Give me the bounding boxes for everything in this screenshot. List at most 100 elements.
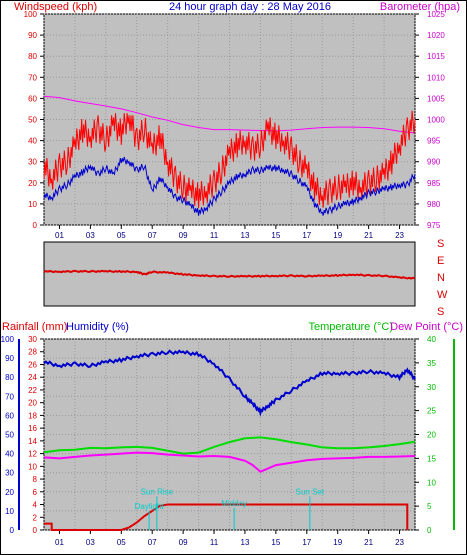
- barometer-y-tick-label: 985: [427, 179, 441, 188]
- direction-label-e: E: [437, 255, 444, 267]
- barometer-y-tick-label: 1015: [427, 52, 445, 61]
- barometer-y-tick-label: 1005: [427, 94, 445, 103]
- barometer-y-tick-label: 1000: [427, 116, 445, 125]
- direction-plot-area: [43, 241, 416, 307]
- wind-y-tick-label: 70: [28, 73, 37, 82]
- humidity-y-tick-label: 0: [10, 526, 15, 535]
- wind-y-tick-label: 60: [28, 94, 37, 103]
- climate-x-tick-label: 19: [333, 538, 342, 547]
- rain-y-tick-label: 18: [28, 411, 37, 420]
- barometer-y-tick-label: 990: [427, 158, 441, 167]
- humidity-y-tick-label: 100: [1, 335, 15, 344]
- rain-y-tick-label: 12: [28, 450, 37, 459]
- wind-x-tick-label: 07: [148, 231, 157, 240]
- wind-x-tick-label: 21: [364, 231, 373, 240]
- direction-label-s-top: S: [437, 238, 444, 250]
- wind-y-tick-label: 10: [28, 200, 37, 209]
- temp-y-tick-label: 5: [427, 502, 432, 511]
- barometer-y-tick-label: 975: [427, 221, 441, 230]
- climate-x-tick-label: 01: [55, 538, 64, 547]
- rainfall-line: [44, 503, 409, 531]
- rain-y-tick-label: 6: [33, 488, 38, 497]
- wind-gust-line: [43, 110, 416, 209]
- climate-x-tick-label: 05: [117, 538, 126, 547]
- wind-x-tick-label: 19: [333, 231, 342, 240]
- wind-x-tick-label: 01: [55, 231, 64, 240]
- wind-axis-title: Windspeed (kph): [14, 1, 97, 13]
- climate-x-tick-label: 21: [364, 538, 373, 547]
- wind-y-tick-label: 50: [28, 116, 37, 125]
- rain-y-tick-label: 8: [33, 475, 38, 484]
- humidity-line: [43, 349, 416, 417]
- climate-x-tick-label: 11: [210, 538, 219, 547]
- wind-x-tick-label: 09: [179, 231, 188, 240]
- temp-y-tick-label: 30: [427, 383, 436, 392]
- direction-label-n: N: [437, 272, 445, 284]
- wind-y-tick-label: 100: [24, 10, 38, 19]
- temperature-line: [43, 436, 416, 455]
- rain-y-tick-label: 16: [28, 424, 37, 433]
- humidity-y-tick-label: 90: [5, 354, 14, 363]
- temp-y-tick-label: 40: [427, 335, 436, 344]
- wind-x-tick-label: 17: [302, 231, 311, 240]
- dewpoint-axis-title: Dew Point (°C): [390, 321, 463, 333]
- dewpoint-line: [43, 451, 416, 473]
- wind-y-tick-label: 90: [28, 31, 37, 40]
- wind-x-tick-label: 23: [395, 231, 404, 240]
- humidity-y-tick-label: 80: [5, 373, 14, 382]
- sunset-marker-label: Sun Set: [296, 487, 325, 496]
- rain-y-tick-label: 10: [28, 462, 37, 471]
- wind-x-tick-label: 11: [210, 231, 219, 240]
- rain-y-tick-label: 30: [28, 335, 37, 344]
- daylight-marker-label: Daylight: [135, 502, 165, 511]
- humidity-y-tick-label: 20: [5, 488, 14, 497]
- temp-y-tick-label: 10: [427, 478, 436, 487]
- wind-y-tick-label: 0: [33, 221, 38, 230]
- rain-y-tick-label: 24: [28, 373, 37, 382]
- temp-y-tick-label: 35: [427, 359, 436, 368]
- climate-x-tick-label: 07: [148, 538, 157, 547]
- humidity-y-tick-label: 10: [5, 507, 14, 516]
- temp-y-tick-label: 15: [427, 454, 436, 463]
- midday-marker-label: Midday: [221, 499, 247, 508]
- climate-x-tick-label: 15: [271, 538, 280, 547]
- wind-average-line: [43, 156, 416, 216]
- wind-y-tick-label: 80: [28, 52, 37, 61]
- humidity-y-tick-label: 60: [5, 411, 14, 420]
- barometer-line: [43, 95, 416, 134]
- humidity-y-tick-label: 50: [5, 431, 14, 440]
- temp-y-tick-label: 20: [427, 431, 436, 440]
- direction-label-w: W: [437, 289, 448, 301]
- wind-x-tick-label: 15: [271, 231, 280, 240]
- rain-y-tick-label: 28: [28, 348, 37, 357]
- climate-x-tick-label: 23: [395, 538, 404, 547]
- wind-x-tick-label: 05: [117, 231, 126, 240]
- humidity-y-tick-label: 30: [5, 469, 14, 478]
- rain-y-tick-label: 14: [28, 437, 37, 446]
- climate-x-tick-label: 09: [179, 538, 188, 547]
- humidity-y-tick-label: 40: [5, 450, 14, 459]
- wind-x-tick-label: 03: [86, 231, 95, 240]
- wind-x-tick-label: 13: [241, 231, 250, 240]
- temperature-axis-title: Temperature (°C): [309, 321, 393, 333]
- barometer-y-tick-label: 1020: [427, 31, 445, 40]
- climate-x-tick-label: 17: [302, 538, 311, 547]
- barometer-y-tick-label: 995: [427, 137, 441, 146]
- rain-y-tick-label: 26: [28, 360, 37, 369]
- rain-y-tick-label: 2: [33, 513, 38, 522]
- wind-direction-line: [43, 269, 416, 280]
- barometer-y-tick-label: 1025: [427, 10, 445, 19]
- climate-x-tick-label: 13: [241, 538, 250, 547]
- wind-y-tick-label: 40: [28, 137, 37, 146]
- rain-y-tick-label: 20: [28, 399, 37, 408]
- rain-y-tick-label: 0: [33, 526, 38, 535]
- humidity-axis-title: Humidity (%): [66, 321, 129, 333]
- barometer-y-tick-label: 980: [427, 200, 441, 209]
- wind-y-tick-label: 20: [28, 179, 37, 188]
- climate-x-tick-label: 03: [86, 538, 95, 547]
- chart-title: 24 hour graph day : 28 May 2016: [169, 1, 331, 13]
- wind-y-tick-label: 30: [28, 158, 37, 167]
